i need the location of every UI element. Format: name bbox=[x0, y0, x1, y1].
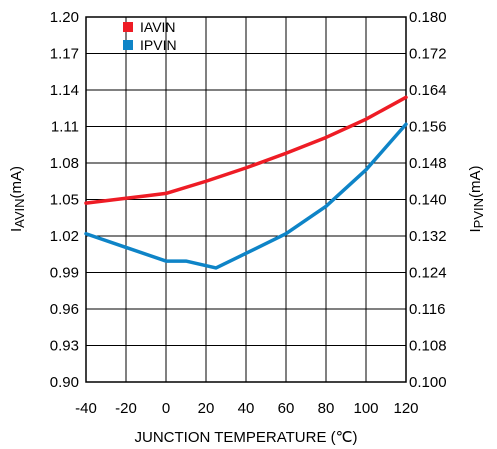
legend-swatch-iavin bbox=[123, 22, 133, 32]
legend-swatch-ipvin bbox=[123, 40, 133, 50]
y-right-tick-label: 0.100 bbox=[409, 374, 447, 391]
x-tick-label: 40 bbox=[238, 400, 255, 417]
y-left-axis-title: IAVIN(mA) bbox=[8, 166, 27, 232]
x-tick-label: 80 bbox=[318, 400, 335, 417]
y-left-title-sub: AVIN bbox=[12, 198, 27, 227]
y-left-tick-label: 0.96 bbox=[50, 301, 79, 318]
y-left-tick-label: 1.05 bbox=[50, 192, 79, 209]
series-line-iavin bbox=[84, 95, 408, 205]
y-right-tick-label: 0.140 bbox=[409, 192, 447, 209]
y-right-title-sub: PVIN bbox=[471, 198, 486, 228]
y-right-tick-label: 0.148 bbox=[409, 155, 447, 172]
legend-label-ipvin: IPVIN bbox=[140, 37, 177, 53]
y-left-tick-label: 0.93 bbox=[50, 338, 79, 355]
y-right-tick-label: 0.108 bbox=[409, 338, 447, 355]
y-right-title-unit: (mA) bbox=[467, 165, 484, 198]
x-tick-labels: -40 -20 0 20 40 60 80 100 120 bbox=[75, 400, 418, 417]
legend-label-iavin: IAVIN bbox=[140, 19, 176, 35]
y-right-tick-labels: 0.100 0.108 0.116 0.124 0.132 0.140 0.148 0.156… bbox=[409, 9, 447, 391]
plot-frame bbox=[85, 16, 407, 383]
y-left-title-main: I bbox=[8, 228, 25, 232]
y-left-tick-label: 0.90 bbox=[50, 374, 79, 391]
y-right-title-main: I bbox=[467, 228, 484, 232]
y-right-axis-title: IPVIN(mA) bbox=[467, 165, 486, 232]
y-left-tick-labels: 0.90 0.93 0.96 0.99 1.02 1.05 1.08 1.11 1.14 1.17… bbox=[50, 9, 79, 391]
x-tick-label: 0 bbox=[162, 400, 170, 417]
y-right-tick-label: 0.164 bbox=[409, 82, 447, 99]
y-right-tick-label: 0.116 bbox=[409, 301, 445, 318]
y-left-tick-label: 1.08 bbox=[50, 155, 79, 172]
series-lines bbox=[84, 95, 408, 270]
x-tick-label: 60 bbox=[278, 400, 295, 417]
legend: IAVIN IPVIN bbox=[123, 19, 177, 53]
y-left-title-unit: (mA) bbox=[8, 166, 25, 199]
y-left-tick-label: 1.14 bbox=[50, 82, 79, 99]
series-line-ipvin bbox=[84, 122, 408, 270]
y-left-tick-label: 1.02 bbox=[50, 228, 79, 245]
y-left-tick-label: 1.20 bbox=[50, 9, 79, 26]
grid-lines bbox=[86, 17, 406, 382]
y-right-tick-label: 0.156 bbox=[409, 119, 447, 136]
x-tick-label: 100 bbox=[353, 400, 378, 417]
x-tick-label: 20 bbox=[198, 400, 215, 417]
x-tick-label: -40 bbox=[75, 400, 97, 417]
y-right-tick-label: 0.172 bbox=[409, 46, 447, 63]
y-left-tick-label: 1.11 bbox=[51, 119, 79, 136]
y-right-tick-label: 0.132 bbox=[409, 228, 447, 245]
x-axis-title: JUNCTION TEMPERATURE (℃) bbox=[135, 429, 358, 446]
x-tick-label: -20 bbox=[115, 400, 137, 417]
y-left-tick-label: 1.17 bbox=[50, 46, 79, 63]
y-right-tick-label: 0.180 bbox=[409, 9, 447, 26]
y-right-tick-label: 0.124 bbox=[409, 265, 447, 282]
y-left-tick-label: 0.99 bbox=[50, 265, 79, 282]
x-tick-label: 120 bbox=[393, 400, 418, 417]
